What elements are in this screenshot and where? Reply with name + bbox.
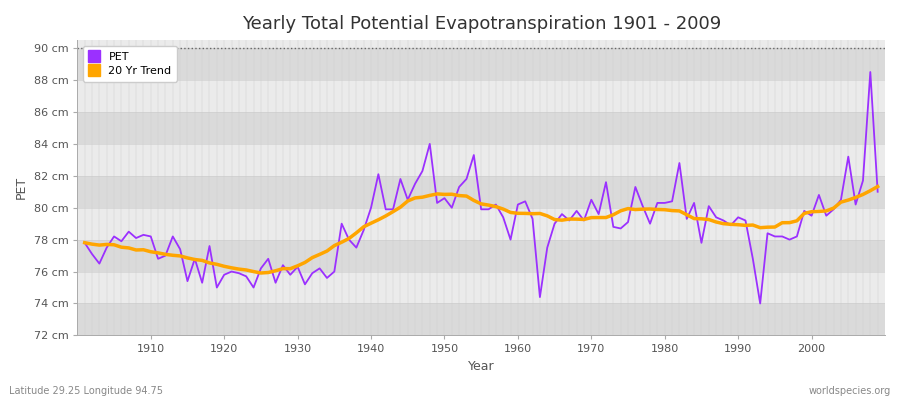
Bar [77, 240, 885, 272]
Legend: PET, 20 Yr Trend: PET, 20 Yr Trend [83, 46, 177, 82]
Y-axis label: PET: PET [15, 176, 28, 199]
Line: PET: PET [85, 72, 878, 304]
PET [505, 237, 516, 242]
Line: 20 Yr Trend: 20 Yr Trend [85, 186, 878, 273]
Text: Latitude 29.25 Longitude 94.75: Latitude 29.25 Longitude 94.75 [9, 386, 163, 396]
X-axis label: Year: Year [468, 360, 494, 373]
20 Yr Trend [138, 247, 148, 252]
20 Yr Trend [520, 211, 531, 216]
PET [755, 301, 766, 306]
PET [344, 237, 355, 242]
Bar [77, 176, 885, 208]
PET [79, 240, 90, 245]
20 Yr Trend [307, 255, 318, 260]
Bar [77, 304, 885, 336]
PET [865, 70, 876, 74]
20 Yr Trend [351, 230, 362, 235]
20 Yr Trend [512, 211, 523, 216]
20 Yr Trend [256, 271, 266, 276]
Title: Yearly Total Potential Evapotranspiration 1901 - 2009: Yearly Total Potential Evapotranspiratio… [241, 15, 721, 33]
Bar [77, 144, 885, 176]
Text: worldspecies.org: worldspecies.org [809, 386, 891, 396]
Bar [77, 272, 885, 304]
Bar [77, 208, 885, 240]
20 Yr Trend [872, 184, 883, 189]
PET [600, 180, 611, 184]
PET [138, 232, 148, 237]
Bar [77, 80, 885, 112]
20 Yr Trend [79, 240, 90, 245]
Bar [77, 112, 885, 144]
20 Yr Trend [608, 212, 618, 217]
PET [512, 202, 523, 207]
PET [872, 189, 883, 194]
Bar [77, 48, 885, 80]
PET [300, 282, 310, 287]
